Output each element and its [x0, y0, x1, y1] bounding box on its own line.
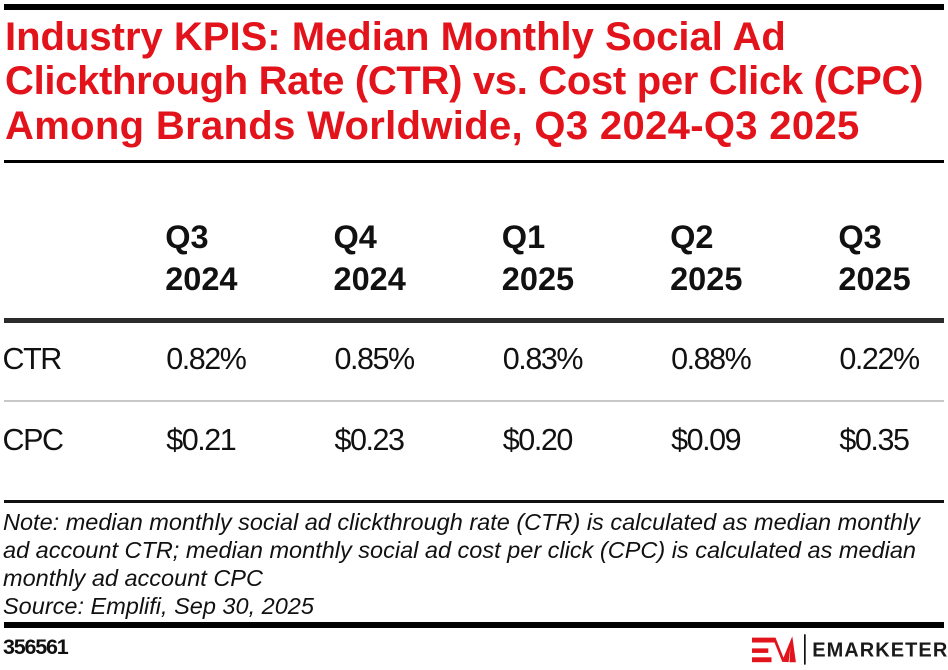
svg-text:EMARKETER: EMARKETER	[812, 640, 948, 662]
